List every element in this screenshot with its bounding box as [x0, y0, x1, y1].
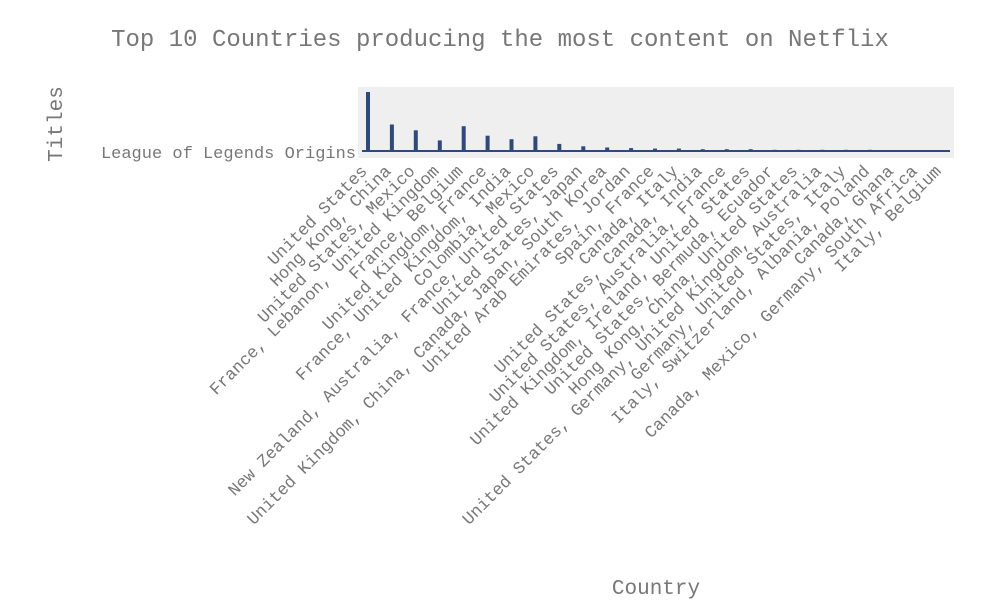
y-tick-label: League of Legends Origins [101, 145, 356, 164]
bar [485, 135, 490, 151]
bar [533, 136, 538, 152]
bar [366, 92, 370, 151]
x-axis-title: Country [612, 578, 700, 600]
y-axis-title: Titles [46, 86, 69, 162]
bar [413, 130, 418, 151]
bar [509, 139, 514, 151]
bar [437, 140, 442, 151]
bar [461, 126, 466, 151]
bar [676, 148, 681, 151]
bar [557, 143, 562, 151]
bar [605, 147, 610, 151]
plot-background [358, 87, 954, 158]
bar [629, 148, 634, 152]
bar [389, 124, 394, 152]
bar [581, 146, 586, 151]
chart-title: Top 10 Countries producing the most cont… [111, 27, 889, 54]
bar [653, 148, 657, 151]
